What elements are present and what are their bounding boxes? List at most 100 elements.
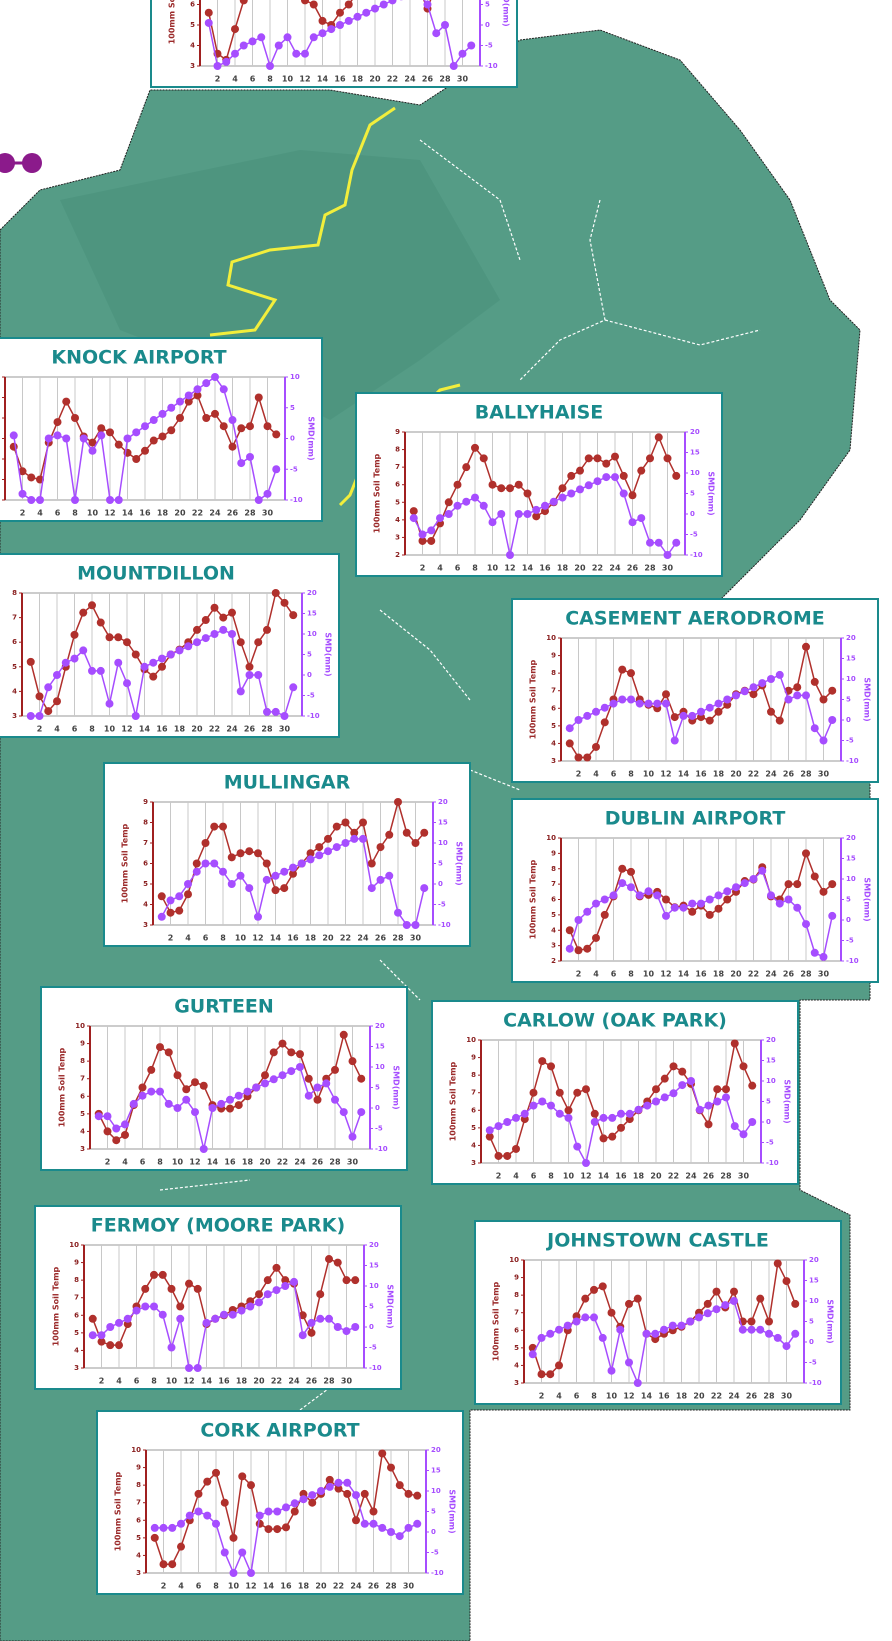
marker	[234, 1101, 243, 1110]
marker	[538, 1057, 547, 1066]
marker	[123, 638, 131, 647]
marker	[723, 695, 732, 704]
x-tick-label: 22	[340, 934, 351, 943]
marker	[298, 1311, 307, 1320]
marker	[26, 712, 35, 720]
marker	[150, 1270, 158, 1279]
marker	[149, 672, 158, 681]
x-tick-label: 22	[748, 970, 759, 979]
marker	[246, 1302, 255, 1311]
y-axis-label: 100mm Soil Temp	[449, 1061, 458, 1141]
x-tick-label: 2	[576, 770, 582, 779]
x-tick-label: 6	[55, 509, 61, 518]
x-tick-label: 30	[457, 75, 469, 84]
marker	[158, 409, 167, 418]
marker	[246, 452, 254, 461]
y-tick-label: 3	[395, 533, 400, 541]
x-tick-label: 20	[322, 934, 334, 943]
marker	[157, 912, 166, 921]
x-tick-label: 20	[650, 1172, 662, 1181]
marker	[653, 699, 662, 708]
marker	[182, 1085, 191, 1094]
marker	[635, 699, 644, 708]
marker	[723, 895, 732, 904]
y-tick-label: 6	[551, 704, 556, 712]
y2-tick-label: 15	[809, 1277, 819, 1285]
marker	[564, 1106, 573, 1115]
marker	[316, 1314, 325, 1323]
marker	[182, 1095, 191, 1104]
x-tick-label: 24	[209, 509, 221, 518]
marker	[714, 904, 723, 913]
marker	[637, 514, 646, 523]
marker	[378, 1523, 387, 1532]
marker	[184, 642, 193, 651]
marker	[618, 695, 627, 704]
marker	[506, 551, 514, 559]
marker	[306, 849, 315, 858]
y2-tick-label: 20	[809, 1256, 819, 1264]
x-tick-label: 22	[668, 1172, 679, 1181]
marker	[301, 49, 309, 58]
y2-tick-label: 5	[690, 490, 695, 498]
y-tick-label: 10	[466, 1036, 476, 1044]
y-tick-label: 9	[74, 1259, 79, 1267]
marker	[123, 679, 131, 688]
y2-axis-label: SMD(mm)	[448, 1489, 457, 1533]
y-tick-label: 5	[80, 1110, 85, 1118]
marker	[732, 691, 740, 700]
marker	[593, 477, 602, 486]
panels: 246810121416182022242628303456789-10-505…	[0, 0, 879, 1595]
y-axis-label: 100mm Soil Temp	[58, 1047, 67, 1127]
x-tick-label: 8	[72, 509, 78, 518]
marker	[607, 1366, 616, 1375]
marker	[558, 493, 567, 502]
marker	[257, 33, 266, 42]
y2-tick-label: 15	[846, 655, 856, 663]
marker	[590, 1285, 598, 1294]
marker	[219, 625, 228, 634]
marker	[336, 8, 344, 17]
y-tick-label: 10	[546, 634, 556, 642]
marker	[18, 489, 27, 498]
marker	[254, 638, 263, 647]
x-tick-label: 4	[54, 725, 60, 734]
county-line	[159, 139, 761, 1411]
marker	[220, 1498, 229, 1507]
marker	[333, 1323, 342, 1331]
marker	[669, 1089, 678, 1098]
marker	[280, 598, 289, 607]
marker	[53, 671, 61, 679]
x-tick-label: 20	[315, 1582, 327, 1591]
marker	[828, 880, 837, 889]
marker	[290, 1507, 299, 1516]
chart-panel: 246810121416182022242628303456789-10-505…	[150, 0, 518, 88]
marker	[272, 430, 281, 439]
marker	[88, 438, 97, 447]
marker	[331, 1065, 339, 1074]
marker	[730, 1122, 739, 1131]
y2-tick-label: -5	[809, 1359, 817, 1367]
x-tick-label: 12	[660, 770, 671, 779]
marker	[334, 1478, 343, 1487]
marker	[318, 29, 327, 38]
marker	[573, 1142, 582, 1151]
y-tick-label: 3	[190, 62, 195, 70]
marker	[394, 908, 402, 917]
marker	[106, 496, 114, 504]
marker	[567, 489, 576, 498]
marker	[627, 867, 635, 876]
marker	[97, 431, 106, 440]
marker	[617, 1109, 625, 1118]
y-tick-label: 6	[395, 481, 400, 489]
x-tick-label: 22	[271, 1377, 282, 1386]
marker	[342, 1276, 351, 1285]
x-tick-label: 4	[116, 1377, 122, 1386]
marker	[678, 1067, 687, 1076]
x-tick-label: 12	[623, 1392, 634, 1401]
marker	[688, 907, 697, 916]
marker	[467, 41, 476, 50]
marker	[79, 646, 88, 655]
marker	[670, 713, 679, 722]
